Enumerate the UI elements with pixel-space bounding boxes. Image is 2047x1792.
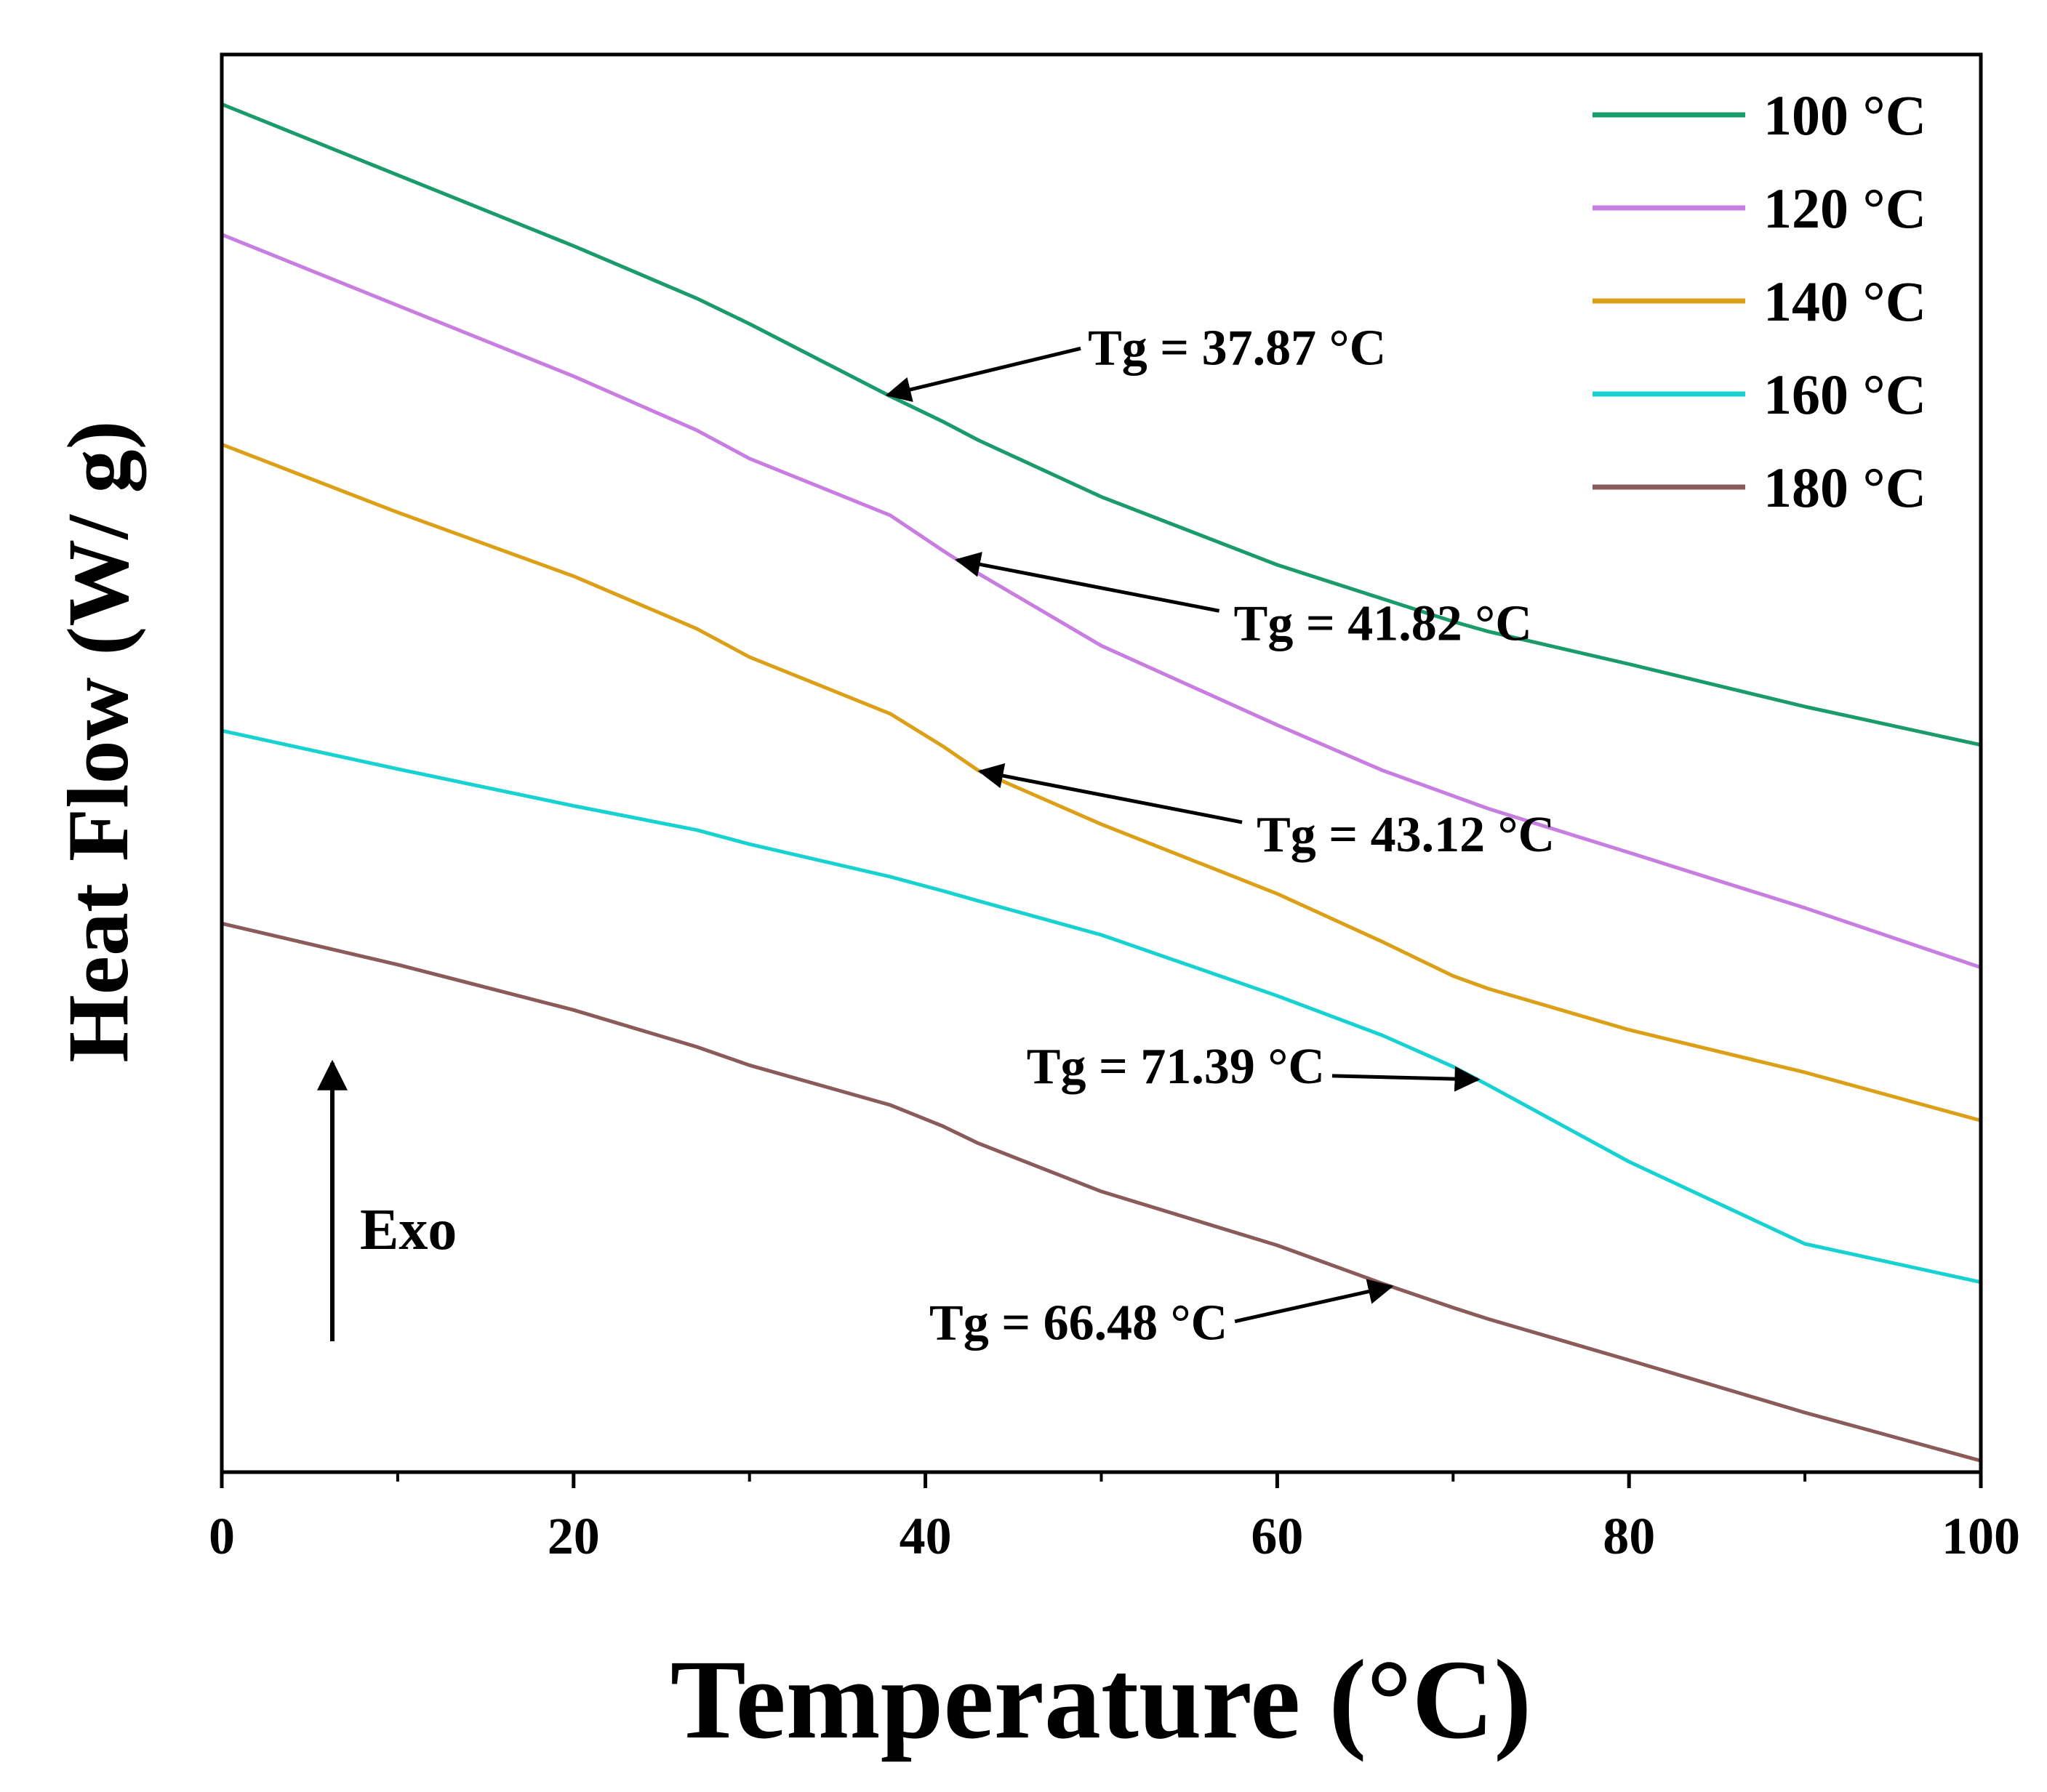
- x-tick-label: 0: [209, 1507, 235, 1565]
- x-tick-label: 40: [900, 1507, 952, 1565]
- series-line: [221, 921, 1982, 1463]
- tg-arrow: [955, 552, 1220, 613]
- legend-label: 160 °C: [1763, 363, 1926, 426]
- x-tick-label: 20: [548, 1507, 600, 1565]
- x-tick-label: 60: [1251, 1507, 1303, 1565]
- tg-label: Tg = 43.12 °C: [1257, 807, 1555, 863]
- legend-label: 120 °C: [1763, 177, 1926, 240]
- tg-annotations: Tg = 37.87 °C Tg = 41.82 °C Tg = 43.12 °C T…: [885, 320, 1555, 1351]
- tg-arrow: [1331, 1066, 1481, 1092]
- legend-label: 140 °C: [1763, 270, 1926, 333]
- tg-label: Tg = 71.39 °C: [1027, 1039, 1325, 1095]
- x-tick-label: 80: [1603, 1507, 1655, 1565]
- series-line: [221, 233, 1982, 970]
- series-line: [221, 102, 1982, 747]
- tg-arrow: [977, 763, 1243, 824]
- plot-frame: [220, 52, 1983, 1474]
- x-axis: 0 20 40 60 80 100: [209, 1472, 2020, 1565]
- series-line: [221, 728, 1982, 1285]
- exo-label: Exo: [360, 1198, 457, 1262]
- y-axis-title: Heat Flow (W/ g): [49, 420, 147, 1062]
- legend-label: 180 °C: [1763, 456, 1926, 519]
- x-tick-label: 100: [1942, 1507, 2020, 1565]
- legend: 100 °C 120 °C 140 °C 160 °C 180 °C: [1593, 84, 1926, 519]
- tg-label: Tg = 66.48 °C: [929, 1295, 1227, 1351]
- exo-indicator: Exo: [317, 1059, 457, 1341]
- tg-arrow: [1234, 1279, 1394, 1324]
- series-layer: [221, 102, 1982, 1463]
- tg-label: Tg = 41.82 °C: [1234, 595, 1532, 651]
- series-line: [221, 442, 1982, 1122]
- legend-label: 100 °C: [1763, 84, 1926, 147]
- tg-arrow: [885, 346, 1081, 402]
- tg-label: Tg = 37.87 °C: [1088, 320, 1386, 376]
- x-axis-title: Temperature (°C): [670, 1636, 1531, 1762]
